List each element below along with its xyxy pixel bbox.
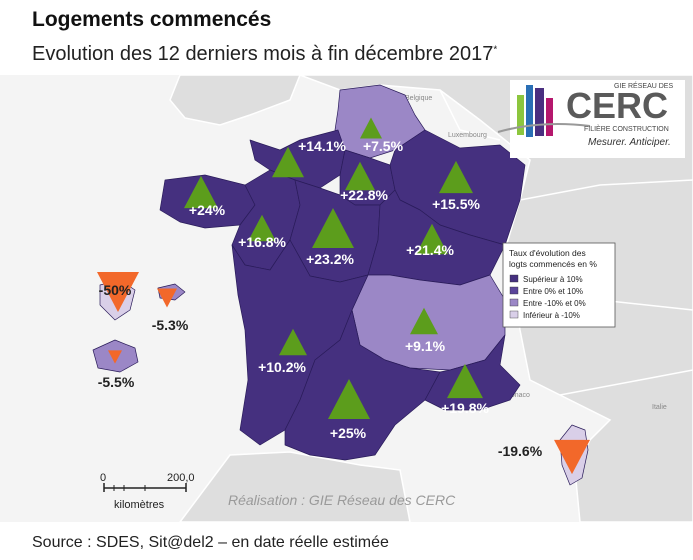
source-note: Source : SDES, Sit@del2 – en date réelle… — [32, 534, 389, 551]
value-label-pays-de-la-loire: +16.8% — [238, 234, 286, 250]
logo-bar-magenta — [546, 98, 553, 136]
up-arrow-nouvelle-aquitaine — [279, 328, 307, 356]
page-title: Logements commencés — [32, 8, 272, 31]
cerc-logo: GIE RÉSEAU DES CERC FILIÈRE CONSTRUCTION… — [497, 80, 685, 158]
value-label-paca: +19.8% — [441, 400, 489, 416]
value-label-bretagne: +24% — [189, 202, 226, 218]
page-subtitle: Evolution des 12 derniers mois à fin déc… — [32, 43, 497, 66]
legend-swatch-2 — [509, 298, 519, 307]
value-label-nouvelle-aquitaine: +10.2% — [258, 359, 306, 375]
label-italie: Italie — [652, 404, 667, 411]
value-label-hauts-de-france: +7.5% — [363, 138, 404, 154]
neighbour-borders — [439, 89, 693, 396]
logo-tagline: Mesurer. Anticiper. — [588, 137, 671, 148]
up-arrow-occitanie — [328, 379, 370, 419]
value-label-guyane-antilles: -50% — [99, 282, 132, 298]
subtitle-footnote-mark: * — [493, 44, 498, 56]
up-arrow-normandie — [272, 146, 304, 178]
legend-swatch-1 — [509, 286, 519, 295]
legend-title-line2: logts commencés en % — [509, 259, 597, 269]
scale-unit: kilomètres — [114, 499, 165, 511]
scale-start: 0 — [100, 472, 106, 484]
uk-land — [169, 74, 302, 126]
legend-label-1: Entre 0% et 10% — [523, 287, 583, 296]
label-luxembourg: Luxembourg — [448, 132, 487, 139]
down-arrow-guyane-antilles — [97, 272, 139, 312]
legend-swatch-3 — [509, 310, 519, 319]
legend-title-line1: Taux d'évolution des — [509, 248, 586, 258]
up-arrow-grand-est — [439, 160, 473, 194]
value-label-bourgogne-franche-comte: +21.4% — [406, 242, 454, 258]
up-arrow-ile-de-france — [345, 161, 375, 191]
down-arrow-reunion — [108, 350, 122, 364]
down-arrow-guadeloupe — [157, 288, 177, 308]
label-belgique: Belgique — [405, 95, 432, 102]
logo-bar-green — [517, 95, 524, 135]
value-label-guadeloupe: -5.3% — [152, 317, 189, 333]
up-arrow-bretagne — [184, 175, 218, 209]
label-monaco: Monaco — [505, 392, 530, 399]
logo-swoosh — [497, 123, 591, 133]
value-label-grand-est: +15.5% — [432, 196, 480, 212]
up-arrow-pays-de-la-loire — [248, 214, 276, 242]
up-arrow-centre-val-de-loire — [312, 208, 354, 248]
map-container: Belgique Luxembourg Monaco Italie 0 200,… — [0, 74, 693, 523]
subtitle-text: Evolution des 12 derniers mois à fin déc… — [32, 43, 494, 65]
value-label-reunion: -5.5% — [98, 374, 135, 390]
value-label-auvergne-rhone-alpes: +9.1% — [405, 338, 446, 354]
value-label-normandie: +14.1% — [298, 138, 346, 154]
scale-bar: 0 200,0 kilomètres — [100, 472, 195, 511]
up-arrow-hauts-de-france — [360, 117, 382, 139]
region-paca — [424, 334, 521, 411]
logo-line: FILIÈRE CONSTRUCTION — [584, 124, 669, 133]
up-arrow-auvergne-rhone-alpes — [410, 307, 438, 335]
map: Belgique Luxembourg Monaco Italie 0 200,… — [0, 74, 693, 523]
down-arrow-corse — [554, 439, 590, 475]
up-arrow-paca — [447, 363, 483, 399]
legend-label-0: Supérieur à 10% — [523, 275, 583, 284]
logo-top: GIE RÉSEAU DES — [614, 81, 673, 90]
legend-label-3: Inférieur à -10% — [523, 311, 580, 320]
legend-label-2: Entre -10% et 0% — [523, 299, 586, 308]
value-label-corse: -19.6% — [498, 443, 543, 459]
value-label-ile-de-france: +22.8% — [340, 187, 388, 203]
logo-name: CERC — [566, 85, 668, 126]
scale-end: 200,0 — [167, 472, 195, 484]
map-credit: Réalisation : GIE Réseau des CERC — [228, 492, 456, 508]
value-label-occitanie: +25% — [330, 425, 367, 441]
logo-bar-blue — [526, 85, 533, 137]
value-label-centre-val-de-loire: +23.2% — [306, 251, 354, 267]
legend: Taux d'évolution des logts commencés en … — [502, 242, 616, 328]
region-markers: +7.5% +14.1% +22.8% +15.5% +24% +16.8% +23.2% +… — [97, 117, 590, 475]
logo-bar-purple — [535, 88, 544, 136]
legend-swatch-0 — [509, 274, 519, 283]
up-arrow-bourgogne-franche-comte — [416, 223, 448, 255]
